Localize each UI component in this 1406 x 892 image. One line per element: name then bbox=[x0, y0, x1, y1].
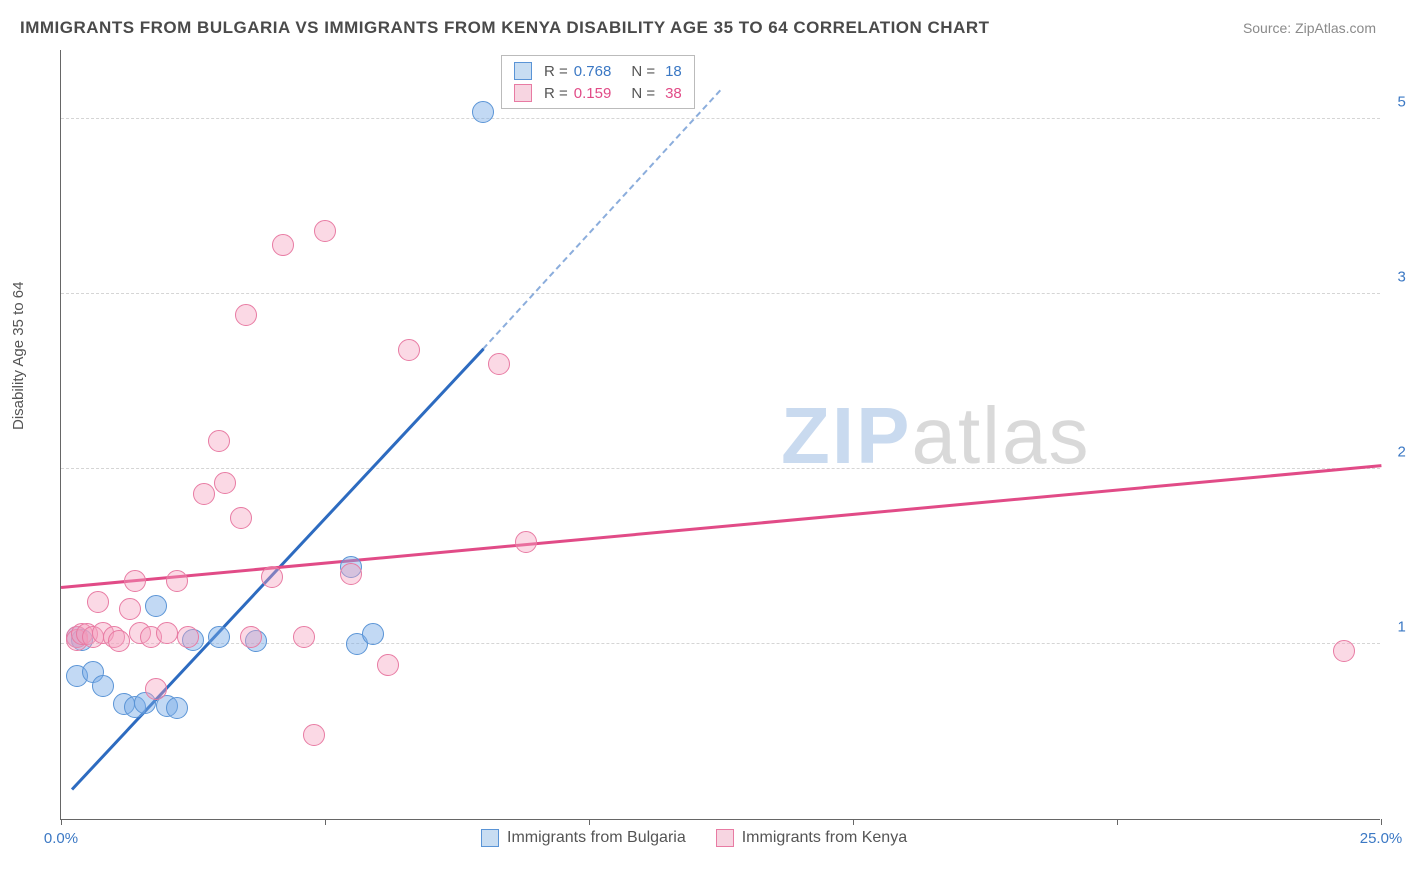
x-tick-mark bbox=[325, 819, 326, 825]
gridline bbox=[61, 468, 1380, 469]
scatter-point bbox=[340, 563, 362, 585]
y-tick-label: 12.5% bbox=[1385, 619, 1406, 636]
trend-line-dashed bbox=[483, 89, 722, 349]
scatter-point bbox=[119, 598, 141, 620]
legend-swatch bbox=[716, 829, 734, 847]
plot-area: ZIPatlas R =0.768N =18R =0.159N =38 Immi… bbox=[60, 50, 1380, 820]
legend-row: R = 0.159 N = 38 bbox=[514, 82, 682, 104]
scatter-point bbox=[108, 630, 130, 652]
scatter-point bbox=[214, 472, 236, 494]
scatter-point bbox=[515, 531, 537, 553]
n-value: 18 bbox=[665, 63, 682, 80]
y-axis-label: Disability Age 35 to 64 bbox=[10, 282, 27, 430]
y-tick-label: 50.0% bbox=[1385, 94, 1406, 111]
legend-item: Immigrants from Kenya bbox=[716, 829, 907, 847]
source-label: Source: ZipAtlas.com bbox=[1243, 20, 1376, 36]
scatter-point bbox=[314, 220, 336, 242]
x-tick-label: 0.0% bbox=[44, 830, 78, 847]
r-value: 0.159 bbox=[574, 85, 612, 102]
scatter-point bbox=[377, 654, 399, 676]
legend-label: Immigrants from Kenya bbox=[742, 829, 907, 847]
r-value: 0.768 bbox=[574, 63, 612, 80]
legend-swatch bbox=[514, 62, 532, 80]
scatter-point bbox=[193, 483, 215, 505]
scatter-point bbox=[87, 591, 109, 613]
x-tick-mark bbox=[61, 819, 62, 825]
scatter-point bbox=[177, 626, 199, 648]
gridline bbox=[61, 118, 1380, 119]
scatter-point bbox=[1333, 640, 1355, 662]
scatter-point bbox=[92, 675, 114, 697]
scatter-point bbox=[145, 595, 167, 617]
x-tick-mark bbox=[853, 819, 854, 825]
scatter-point bbox=[398, 339, 420, 361]
r-label: R = bbox=[544, 85, 568, 102]
n-label: N = bbox=[631, 85, 655, 102]
scatter-point bbox=[362, 623, 384, 645]
y-tick-label: 25.0% bbox=[1385, 444, 1406, 461]
scatter-point bbox=[272, 234, 294, 256]
legend-item: Immigrants from Bulgaria bbox=[481, 829, 686, 847]
x-tick-label: 25.0% bbox=[1360, 830, 1403, 847]
series-legend: Immigrants from Bulgaria Immigrants from … bbox=[481, 829, 907, 847]
x-tick-mark bbox=[1381, 819, 1382, 825]
scatter-point bbox=[472, 101, 494, 123]
n-label: N = bbox=[631, 63, 655, 80]
n-value: 38 bbox=[665, 85, 682, 102]
scatter-point bbox=[293, 626, 315, 648]
legend-swatch bbox=[481, 829, 499, 847]
trend-line bbox=[61, 464, 1381, 588]
scatter-point bbox=[145, 678, 167, 700]
y-tick-label: 37.5% bbox=[1385, 269, 1406, 286]
correlation-legend: R = 0.768 N = 18 R = 0.159 N = 38 bbox=[501, 55, 695, 109]
scatter-point bbox=[303, 724, 325, 746]
scatter-point bbox=[166, 697, 188, 719]
scatter-point bbox=[124, 570, 146, 592]
scatter-point bbox=[230, 507, 252, 529]
scatter-point bbox=[488, 353, 510, 375]
scatter-point bbox=[261, 566, 283, 588]
legend-swatch bbox=[514, 84, 532, 102]
scatter-point bbox=[240, 626, 262, 648]
scatter-point bbox=[166, 570, 188, 592]
x-tick-mark bbox=[589, 819, 590, 825]
r-label: R = bbox=[544, 63, 568, 80]
scatter-point bbox=[156, 622, 178, 644]
scatter-point bbox=[208, 430, 230, 452]
scatter-point bbox=[235, 304, 257, 326]
legend-row: R = 0.768 N = 18 bbox=[514, 60, 682, 82]
legend-label: Immigrants from Bulgaria bbox=[507, 829, 686, 847]
chart-title: IMMIGRANTS FROM BULGARIA VS IMMIGRANTS F… bbox=[20, 18, 990, 38]
x-tick-mark bbox=[1117, 819, 1118, 825]
gridline bbox=[61, 293, 1380, 294]
scatter-point bbox=[208, 626, 230, 648]
